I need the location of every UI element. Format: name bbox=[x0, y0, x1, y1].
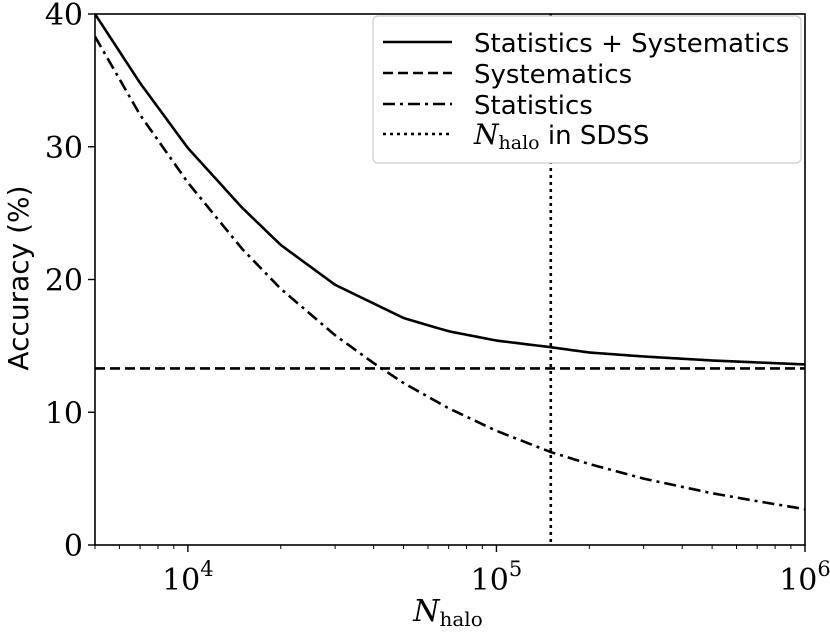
svg-text:Nhalo: Nhalo bbox=[412, 594, 483, 631]
series-layer bbox=[95, 14, 805, 545]
x-tick-label: 105 bbox=[471, 557, 523, 598]
y-tick-label: 40 bbox=[45, 0, 83, 33]
y-tick-label: 0 bbox=[64, 529, 83, 564]
legend-label-n-halo-in-sdss: Nhalo in SDSS bbox=[473, 118, 649, 154]
tick-labels: 0 10 20 30 40 104 105 106 bbox=[45, 0, 830, 598]
legend-box bbox=[372, 15, 802, 164]
legend-label-statistics: Statistics bbox=[474, 91, 593, 121]
y-tick-label: 30 bbox=[45, 131, 83, 166]
x-axis-label-main: N bbox=[412, 594, 441, 629]
y-tick-label: 20 bbox=[45, 264, 83, 299]
legend-label-systematics: Systematics bbox=[474, 60, 632, 90]
x-tick-label: 104 bbox=[162, 557, 214, 598]
x-axis-label-sub: halo bbox=[440, 607, 483, 631]
series-line-statistics-systematics bbox=[95, 14, 805, 366]
plot-frame bbox=[94, 13, 806, 546]
x-axis-label: Nhalo bbox=[412, 594, 483, 631]
legend-label-statistics-systematics: Statistics + Systematics bbox=[474, 29, 789, 59]
y-axis-label: Accuracy (%) bbox=[2, 185, 35, 370]
y-tick-label: 10 bbox=[45, 396, 83, 431]
legend: Statistics + SystematicsSystematicsStati… bbox=[372, 15, 802, 164]
x-tick-label: 106 bbox=[779, 557, 830, 598]
